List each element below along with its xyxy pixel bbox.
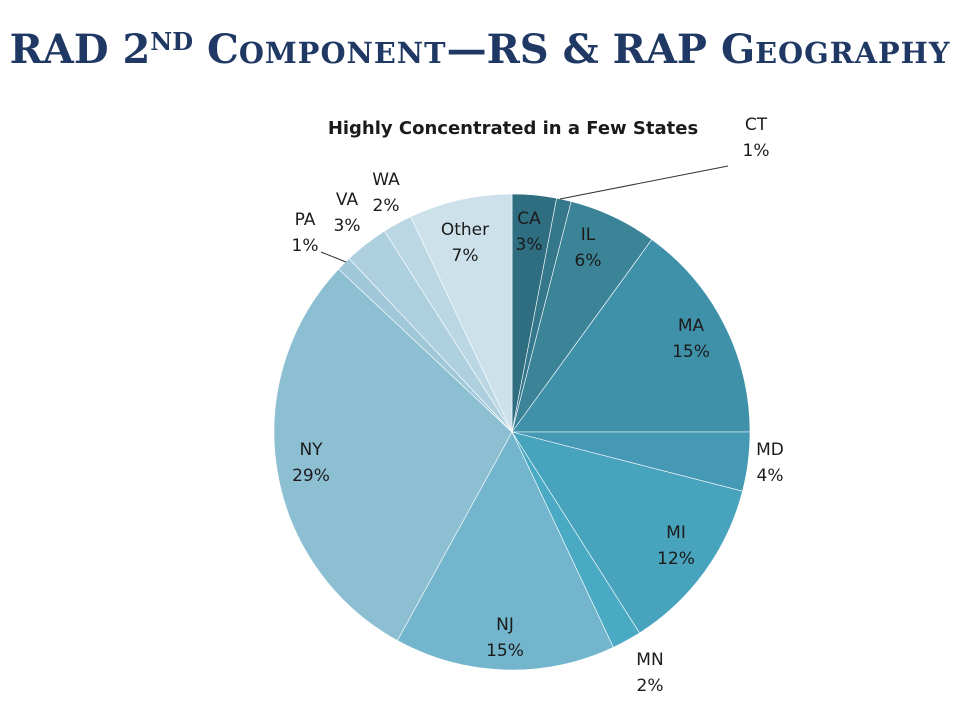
pie-slices (273, 193, 751, 671)
slice-labels: CA 3% CT 1% IL 6% MA 15% MD 4% MI 12% MN 2% NJ 15% NY 29%… (292, 115, 784, 696)
leader-lines (320, 165, 729, 263)
slide-title-part-2: C (206, 26, 239, 74)
slice-label-nj: NJ 15% (486, 615, 524, 661)
slice-label-other: Other 7% (441, 220, 489, 266)
pie-slice-other (410, 193, 513, 433)
slide-title-part-3-smallcaps: EOGRAPHY (755, 36, 951, 71)
slice-label-ma: MA 15% (672, 316, 710, 362)
slice-label-va: VA 3% (334, 190, 361, 236)
slice-label-wa: WA 2% (372, 170, 400, 216)
slice-label-il: IL 6% (575, 225, 602, 271)
slide-title: RAD 2ND COMPONENT—RS & RAP GEOGRAPHY (0, 30, 960, 70)
slice-label-md: MD 4% (756, 440, 784, 486)
slide-title-superscript: ND (150, 27, 194, 56)
slide-title-part-3: —RS & RAP G (446, 26, 756, 74)
slice-label-mi: MI 12% (657, 523, 695, 569)
slide-title-part-1: RAD 2 (9, 26, 151, 74)
slice-label-ct: CT 1% (743, 115, 770, 161)
leader-line-ct (559, 165, 729, 200)
leader-line-pa (320, 251, 347, 263)
pie-slice-ny (273, 268, 513, 641)
slice-label-pa: PA 1% (292, 210, 319, 256)
slide-title-part-2-smallcaps: OMPONENT (238, 36, 447, 71)
pie-slice-ma (511, 239, 751, 433)
chart-title: Highly Concentrated in a Few States (328, 118, 698, 139)
slice-label-ca: CA 3% (516, 209, 543, 255)
slice-label-ny: NY 29% (292, 440, 330, 486)
slice-label-mn: MN 2% (636, 650, 663, 696)
pie-slice-mi (511, 431, 743, 634)
pie-slice-nj (396, 431, 614, 671)
